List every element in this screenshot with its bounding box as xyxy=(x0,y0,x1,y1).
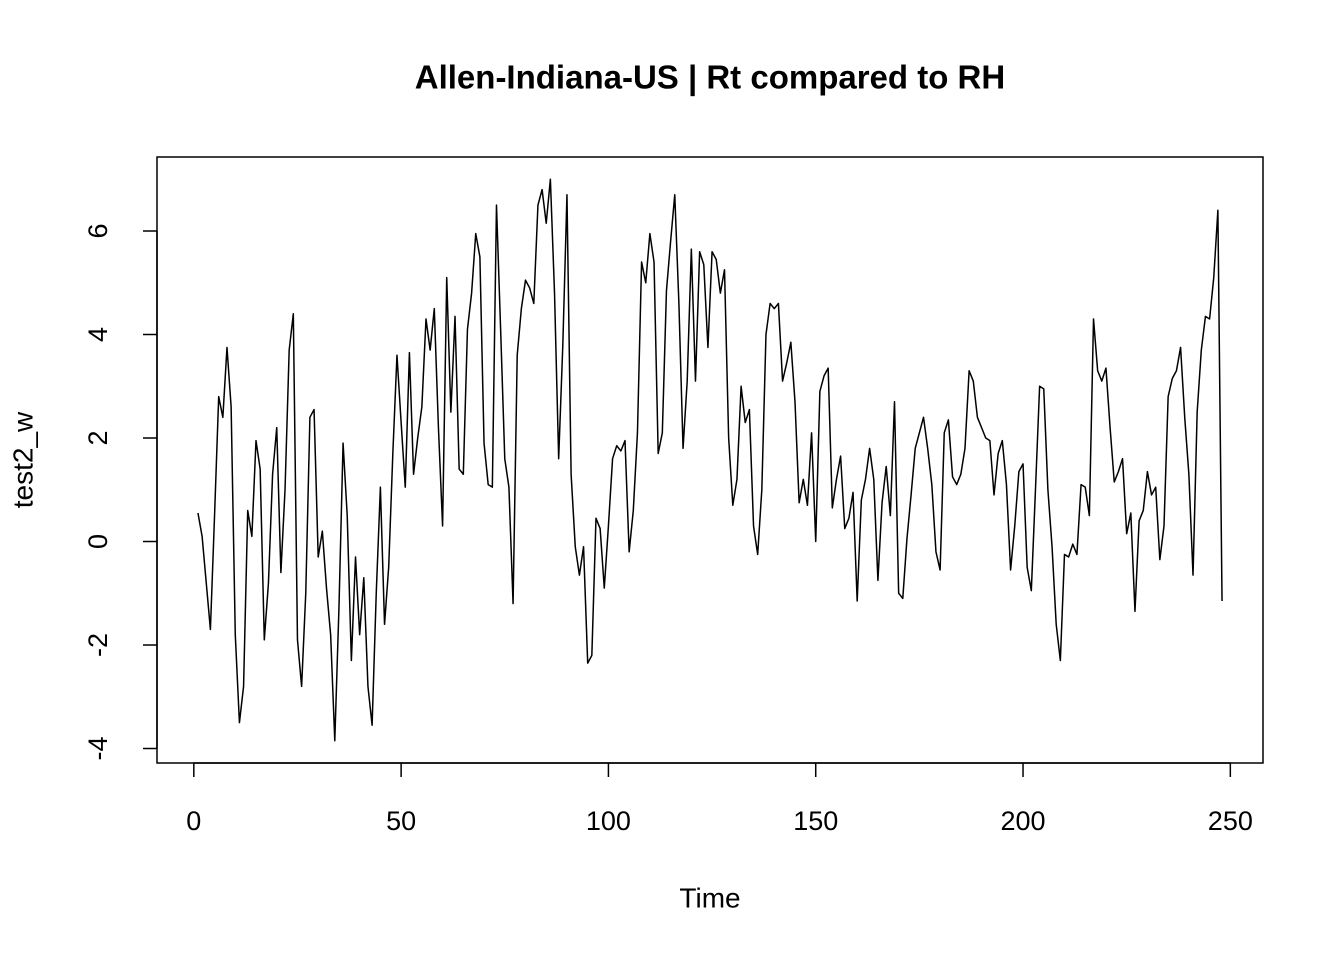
x-tick-label: 100 xyxy=(586,806,631,836)
y-tick-label: 2 xyxy=(83,430,113,445)
x-tick-label: 200 xyxy=(1000,806,1045,836)
plot-frame xyxy=(156,156,1264,764)
y-tick-label: -4 xyxy=(83,737,113,761)
x-tick-label: 50 xyxy=(386,806,416,836)
y-tick-label: 4 xyxy=(83,327,113,342)
x-tick-label: 0 xyxy=(186,806,201,836)
x-tick-label: 250 xyxy=(1208,806,1253,836)
x-axis-label: Time xyxy=(679,882,740,913)
y-tick-label: 0 xyxy=(83,534,113,549)
data-line xyxy=(197,178,1223,742)
y-tick-label: 6 xyxy=(83,223,113,238)
y-tick-label: -2 xyxy=(83,633,113,657)
chart-title: Allen-Indiana-US | Rt compared to RH xyxy=(415,59,1005,96)
y-axis-label: test2_w xyxy=(7,411,38,508)
x-tick-label: 150 xyxy=(793,806,838,836)
